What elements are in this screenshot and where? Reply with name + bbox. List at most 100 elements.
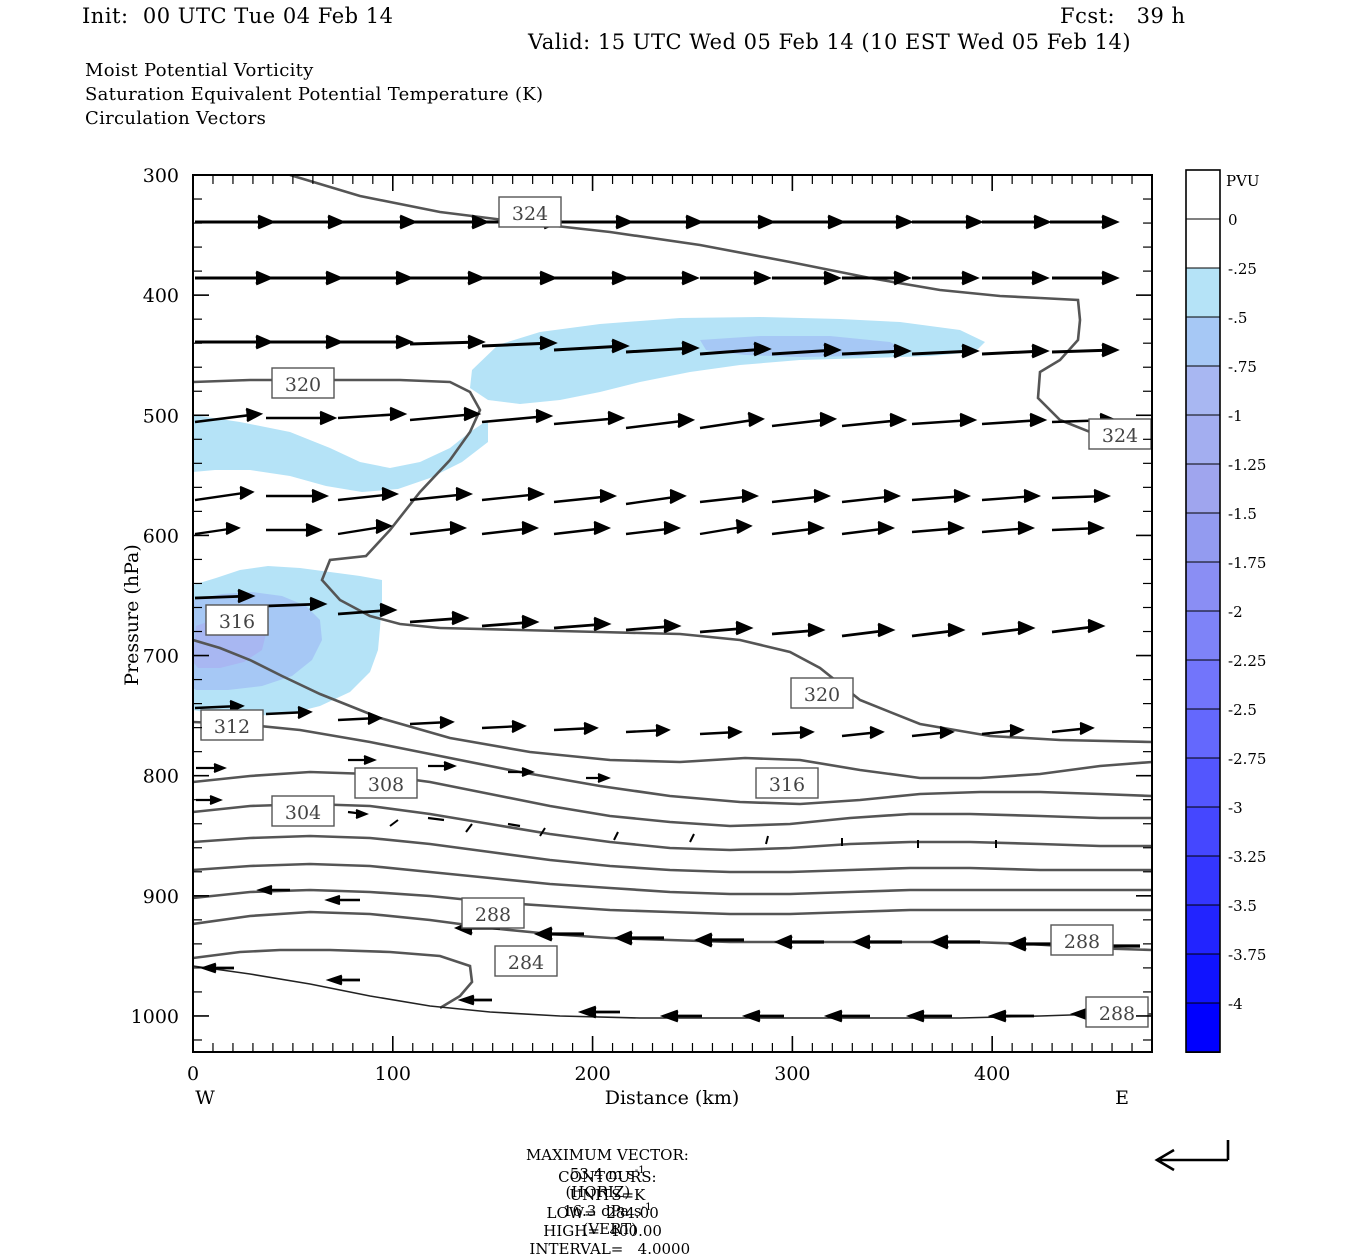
east-label: E — [1115, 1087, 1129, 1109]
max-vector-horiz-tag: (HORIZ) — [565, 1183, 631, 1201]
y-tick-label: 600 — [143, 525, 179, 547]
colorbar-swatch — [1185, 414, 1221, 465]
contour-label: 316 — [205, 604, 269, 636]
contour-label: 324 — [498, 196, 562, 228]
colorbar-swatch — [1185, 806, 1221, 857]
colorbar-swatch — [1185, 708, 1221, 759]
max-vector-label: MAXIMUM VECTOR: — [525, 1146, 689, 1164]
contour-label: 288 — [1050, 924, 1114, 956]
svg-text:288: 288 — [1064, 931, 1100, 953]
colorbar-swatch — [1185, 953, 1221, 1004]
contour-label: 316 — [755, 767, 819, 799]
mpv-band-left-mid — [193, 415, 488, 492]
x-tick-label: 400 — [974, 1063, 1010, 1085]
svg-text:320: 320 — [285, 374, 321, 396]
contour-320-left — [193, 378, 482, 630]
mpv-band-upper-light — [470, 317, 985, 404]
colorbar-unit-label: PVU — [1226, 172, 1260, 190]
contour-300-main — [193, 834, 1152, 874]
field-title-mpv: Moist Potential Vorticity — [85, 60, 314, 81]
svg-text:284: 284 — [508, 952, 544, 974]
colorbar-tick-label: -4 — [1228, 995, 1243, 1013]
colorbar-swatch — [1185, 1002, 1221, 1053]
colorbar-swatch — [1185, 316, 1221, 367]
contour-296-main — [193, 862, 1152, 896]
contour-288-surface — [193, 965, 1152, 1019]
reference-vector-arrow — [1154, 1140, 1230, 1172]
colorbar-swatch — [1185, 512, 1221, 563]
colorbar-swatch — [1186, 170, 1220, 220]
colorbar-swatch — [1185, 218, 1221, 269]
contours-label: CONTOURS: — [558, 1168, 657, 1186]
contour-label: 320 — [271, 367, 335, 399]
svg-text:324: 324 — [1102, 425, 1138, 447]
colorbar-tick-label: -.25 — [1228, 260, 1257, 278]
contour-label: 288 — [461, 897, 525, 929]
contour-292-main — [193, 888, 1152, 916]
mpv-core-upper-medium — [700, 336, 905, 357]
max-vector-horiz-exp: -1 — [634, 1164, 645, 1176]
svg-text:304: 304 — [285, 802, 321, 824]
x-axis-ticks — [192, 175, 993, 1052]
svg-text:320: 320 — [804, 684, 840, 706]
colorbar-swatch — [1185, 855, 1221, 906]
svg-text:288: 288 — [1099, 1003, 1135, 1025]
contour-label: 320 — [790, 677, 854, 709]
y-tick-label: 400 — [143, 285, 179, 307]
contour-label-group: 324 320 324 316 320 312 316 308 304 288 … — [200, 196, 1152, 1028]
x-tick-label: 0 — [187, 1063, 199, 1085]
valid-time-text: Valid: 15 UTC Wed 05 Feb 14 (10 EST Wed … — [528, 30, 1132, 54]
y-axis-ticks — [193, 174, 1152, 1017]
x-axis-title: Distance (km) — [605, 1087, 740, 1109]
y-tick-label: 900 — [143, 886, 179, 908]
colorbar-tick-label: -2 — [1228, 603, 1243, 621]
svg-text:288: 288 — [475, 904, 511, 926]
contour-308-main — [193, 770, 1152, 828]
max-vector-horiz: 53.4 m s — [569, 1165, 635, 1183]
x-tick-label: 100 — [375, 1063, 411, 1085]
colorbar-tick-label: -2.5 — [1228, 701, 1257, 719]
svg-text:324: 324 — [512, 203, 548, 225]
y-axis-title: Pressure (hPa) — [121, 544, 143, 686]
contours-high: HIGH= 400.00 — [543, 1222, 662, 1240]
west-label: W — [195, 1087, 215, 1109]
contour-288-main — [193, 910, 1152, 952]
colorbar-swatch — [1185, 659, 1221, 710]
contours-footer: CONTOURS: UNITS=K LOW= 284.00 HIGH= 400.… — [0, 1150, 1210, 1258]
forecast-hour-text: Fcst: 39 h — [1060, 4, 1186, 28]
contours-units: UNITS=K — [569, 1186, 646, 1204]
x-tick-label: 300 — [774, 1063, 810, 1085]
contours-interval: INTERVAL= 4.0000 — [529, 1240, 691, 1258]
contour-label: 304 — [271, 795, 335, 827]
colorbar[interactable]: PVU 0 -.25 -.5 -.75 -1 -1.25 -1.5 -1.75 -2 -2.25 -… — [1185, 169, 1266, 1053]
contour-label: 288 — [1085, 996, 1149, 1028]
colorbar-tick-label: 0 — [1228, 211, 1238, 229]
x-axis-tick-labels: 0 100 200 300 400 — [187, 1063, 1010, 1085]
field-title-vectors: Circulation Vectors — [85, 108, 267, 129]
svg-text:312: 312 — [214, 716, 250, 738]
y-axis-tick-labels: 300 400 500 600 700 800 900 1000 — [131, 165, 179, 1028]
theta-es-contours — [193, 175, 1152, 1019]
contour-label: 308 — [354, 767, 418, 799]
contour-320-mid — [439, 626, 1152, 744]
colorbar-tick-label: -3.75 — [1228, 946, 1266, 964]
y-tick-label: 700 — [143, 646, 179, 668]
contour-312-main — [193, 720, 1152, 806]
y-axis-minor-ticks — [193, 198, 1152, 1041]
colorbar-tick-label: -1.75 — [1228, 554, 1266, 572]
contour-label: 312 — [200, 709, 264, 741]
colorbar-tick-label: -3.25 — [1228, 848, 1266, 866]
contour-label: 324 — [1088, 418, 1152, 450]
colorbar-tick-label: -1.25 — [1228, 456, 1266, 474]
y-tick-label: 800 — [143, 766, 179, 788]
contour-324-upper — [289, 175, 1041, 300]
colorbar-tick-label: -2.25 — [1228, 652, 1266, 670]
init-time-text: Init: 00 UTC Tue 04 Feb 14 — [82, 4, 394, 28]
colorbar-swatch — [1185, 463, 1221, 514]
contour-316-main — [193, 638, 1152, 780]
colorbar-swatch — [1185, 561, 1221, 612]
contours-low: LOW= 284.00 — [546, 1204, 659, 1222]
contour-label: 284 — [494, 945, 558, 977]
colorbar-swatch — [1185, 365, 1221, 416]
colorbar-swatch — [1185, 757, 1221, 808]
